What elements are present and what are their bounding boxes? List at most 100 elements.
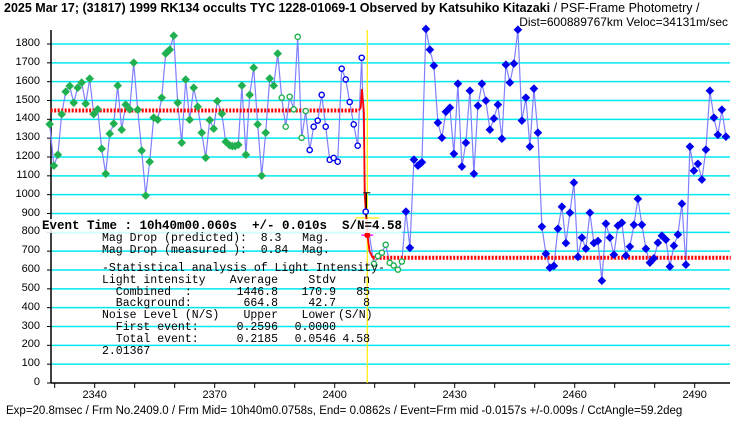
- stat-table-cell: (S/N): [338, 309, 373, 322]
- data-point: [509, 59, 519, 68]
- y-tick-label: 0: [33, 376, 40, 388]
- data-point: [645, 258, 655, 267]
- data-point: [625, 242, 635, 251]
- data-point: [513, 25, 523, 35]
- data-point: [398, 258, 406, 265]
- data-point: [505, 78, 515, 87]
- data-point: [249, 63, 259, 73]
- y-tick-label: 1000: [15, 187, 40, 200]
- data-point: [133, 105, 143, 115]
- stat-table-cell: 664.8: [243, 297, 278, 310]
- y-tick-label: 400: [21, 300, 40, 313]
- data-point: [585, 208, 595, 218]
- data-point: [637, 220, 647, 230]
- data-point: [286, 93, 294, 101]
- data-point: [212, 96, 222, 106]
- data-point: [45, 119, 55, 129]
- title-rest: / PSF-Frame Photometry /: [550, 1, 700, 15]
- stat-table-cell: 0.0546: [294, 333, 336, 346]
- stat-table-cell: Noise Level (N/S): [102, 309, 220, 322]
- data-point: [465, 86, 475, 96]
- data-point: [109, 119, 119, 128]
- data-point: [445, 103, 455, 112]
- data-point: [553, 224, 563, 234]
- data-point: [49, 161, 59, 170]
- data-point: [245, 90, 255, 100]
- data-point: [665, 262, 675, 271]
- data-point: [97, 144, 107, 154]
- data-point: [302, 107, 310, 115]
- y-tick-label: 700: [21, 244, 40, 257]
- data-point: [294, 33, 302, 41]
- data-point: [77, 78, 87, 87]
- model-line-segment: [361, 89, 365, 112]
- data-point: [129, 58, 139, 67]
- model-line-segment: [357, 107, 362, 112]
- data-point: [441, 107, 451, 117]
- data-point: [609, 250, 619, 260]
- data-point: [489, 114, 499, 123]
- data-point: [473, 101, 483, 111]
- data-point: [717, 105, 727, 115]
- data-point: [354, 142, 362, 150]
- stat-table-cell: Upper: [243, 309, 278, 322]
- y-tick-label: 1100: [16, 168, 40, 181]
- stat-table-cell: Average: [229, 274, 278, 287]
- data-point: [437, 133, 447, 143]
- data-point: [661, 235, 671, 244]
- data-point: [601, 219, 611, 228]
- data-point: [493, 100, 503, 109]
- stat-table-cell: Combined :: [102, 286, 192, 299]
- data-point: [497, 134, 507, 144]
- data-point: [306, 146, 314, 154]
- data-point: [577, 233, 587, 242]
- data-point: [310, 123, 318, 130]
- stat-table-cell: 4.58: [342, 333, 370, 346]
- data-point: [113, 81, 123, 90]
- mag-drop-measured: Mag Drop (measured ): 0.84 Mag.: [102, 244, 330, 257]
- data-point: [81, 99, 91, 109]
- stat-table-cell: Light intensity: [102, 274, 206, 287]
- event-point: [364, 232, 371, 239]
- data-point: [330, 154, 338, 162]
- light-curve-line: [49, 28, 727, 281]
- data-point: [693, 159, 703, 169]
- data-point: [653, 238, 663, 248]
- data-point: [649, 254, 659, 263]
- y-tick-label: 1500: [15, 93, 40, 106]
- data-point: [709, 113, 719, 122]
- data-point: [157, 93, 167, 102]
- data-point: [401, 207, 411, 216]
- data-point: [697, 175, 707, 184]
- stat-table-cell: 42.7: [308, 297, 336, 310]
- data-point: [485, 125, 495, 135]
- data-point: [429, 61, 439, 70]
- data-point: [73, 83, 83, 93]
- data-point: [561, 238, 571, 248]
- data-point: [521, 93, 531, 102]
- data-point: [233, 140, 243, 150]
- title-bold: 2025 Mar 17; (31817) 1999 RK134 occults …: [4, 1, 551, 15]
- data-point: [501, 60, 511, 70]
- data-point: [89, 109, 99, 119]
- data-point: [101, 169, 111, 179]
- data-point: [209, 124, 219, 134]
- stat-table-cell: First event:: [102, 321, 199, 334]
- data-point: [378, 249, 386, 256]
- data-point: [529, 84, 539, 93]
- stat-table-cell: 8: [363, 297, 370, 310]
- data-point: [145, 157, 155, 167]
- chart-subtitle: Dist=600889767km Veloc=34131m/sec: [519, 15, 728, 29]
- data-point: [85, 74, 95, 83]
- x-tick-label: 2460: [562, 389, 587, 401]
- data-point: [197, 128, 207, 138]
- data-point: [237, 81, 247, 90]
- data-point: [57, 109, 67, 119]
- y-tick-label: 100: [21, 357, 40, 370]
- data-point: [533, 128, 543, 138]
- data-point: [433, 118, 443, 128]
- mag-drop-predicted: Mag Drop (predicted): 8.3 Mag.: [102, 232, 330, 245]
- data-point: [346, 98, 354, 106]
